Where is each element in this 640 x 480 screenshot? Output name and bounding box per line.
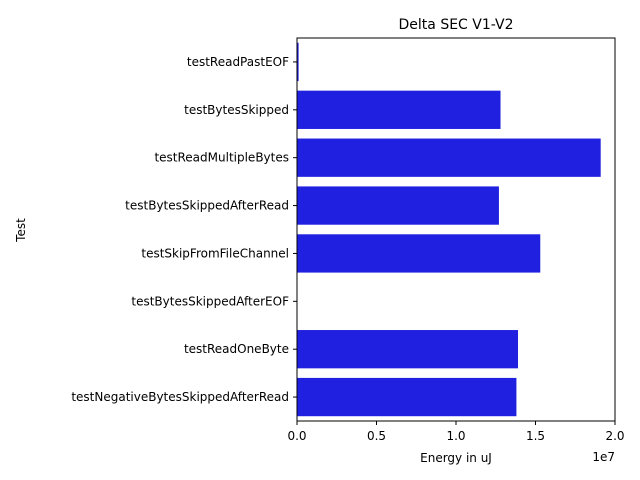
x-axis-scale-label: 1e7 bbox=[592, 450, 615, 464]
y-axis-title: Test bbox=[14, 218, 28, 243]
y-tick-label: testBytesSkippedAfterEOF bbox=[131, 294, 289, 308]
bar bbox=[297, 42, 299, 82]
y-axis: testReadPastEOF testBytesSkipped testReadM… bbox=[71, 55, 297, 404]
bars-group bbox=[297, 42, 601, 417]
x-tick-label: 0.0 bbox=[287, 429, 306, 443]
x-tick-label: 1.0 bbox=[446, 429, 465, 443]
x-axis-title: Energy in uJ bbox=[420, 451, 492, 465]
bar bbox=[297, 138, 601, 177]
y-tick-label: testReadPastEOF bbox=[187, 55, 289, 69]
y-tick-label: testSkipFromFileChannel bbox=[141, 246, 289, 260]
chart-title: Delta SEC V1-V2 bbox=[399, 17, 514, 33]
y-tick-label: testReadMultipleBytes bbox=[154, 151, 289, 165]
bar bbox=[297, 186, 499, 225]
y-tick-label: testReadOneByte bbox=[184, 342, 289, 356]
x-axis: 0.0 0.5 1.0 1.5 2.0 bbox=[287, 421, 625, 443]
bar bbox=[297, 234, 541, 273]
x-tick-label: 0.5 bbox=[367, 429, 386, 443]
bar bbox=[297, 377, 517, 417]
x-tick-label: 2.0 bbox=[605, 429, 624, 443]
y-tick-label: testBytesSkippedAfterRead bbox=[125, 199, 289, 213]
bar bbox=[297, 90, 501, 129]
x-tick-label: 1.5 bbox=[526, 429, 545, 443]
y-tick-label: testNegativeBytesSkippedAfterRead bbox=[71, 390, 289, 404]
y-tick-label: testBytesSkipped bbox=[184, 103, 289, 117]
bar bbox=[297, 330, 519, 369]
